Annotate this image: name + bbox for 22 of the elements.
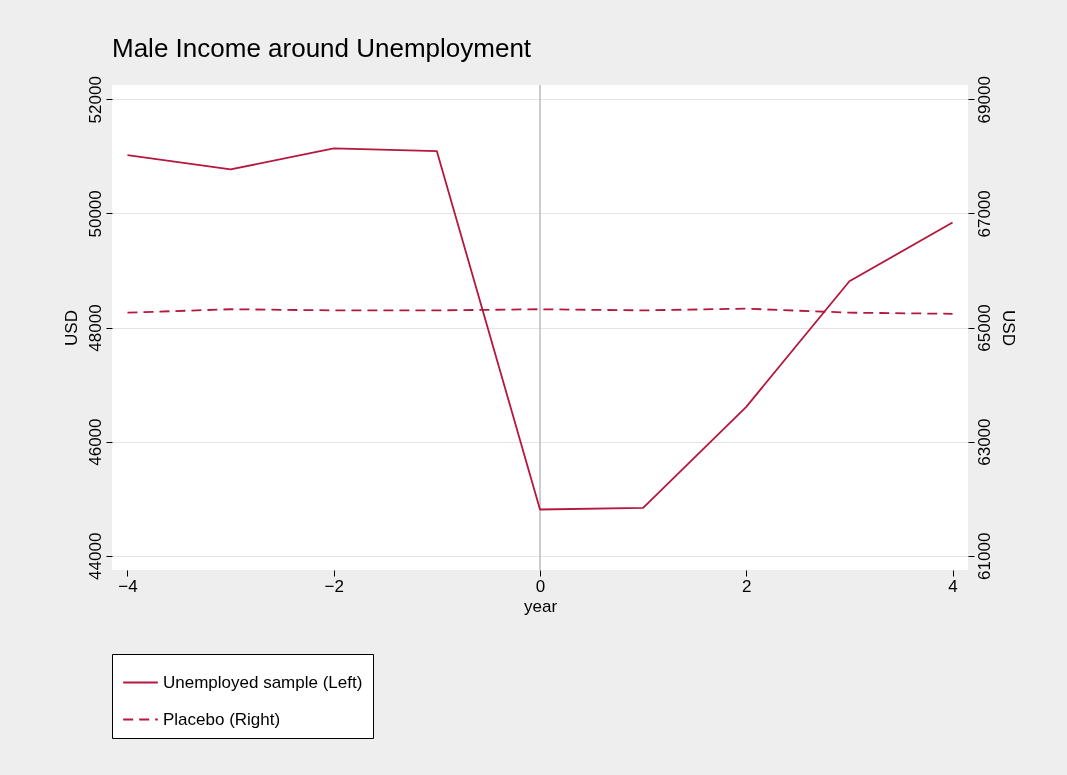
x-axis-title: year (523, 596, 558, 616)
line-series (126, 147, 954, 511)
y2-tick-label: 65000 (974, 304, 994, 352)
y-tick-label: 50000 (85, 190, 105, 238)
x-tick-label: −4 (118, 576, 138, 596)
x-tick-label: 0 (535, 576, 546, 596)
y2-tick-label: 63000 (974, 418, 994, 466)
y2-tick-label: 67000 (974, 190, 994, 238)
x-tick-label: 4 (948, 576, 958, 596)
y-axis-title: USD (61, 310, 81, 346)
y-tick-label: 52000 (85, 76, 105, 124)
legend-label: Unemployed sample (Left) (163, 672, 363, 692)
y2-axis-title: USD (998, 310, 1018, 346)
legend-label: Placebo (Right) (163, 709, 281, 729)
y-tick-label: 48000 (85, 304, 105, 352)
chart-title: Male Income around Unemployment (112, 32, 532, 63)
y2-tick-label: 69000 (974, 76, 994, 124)
x-tick-label: −2 (324, 576, 344, 596)
y2-tick-label: 61000 (974, 532, 994, 580)
x-tick-label: 2 (742, 576, 752, 596)
y-tick-label: 44000 (85, 532, 105, 580)
y-tick-label: 46000 (85, 418, 105, 466)
